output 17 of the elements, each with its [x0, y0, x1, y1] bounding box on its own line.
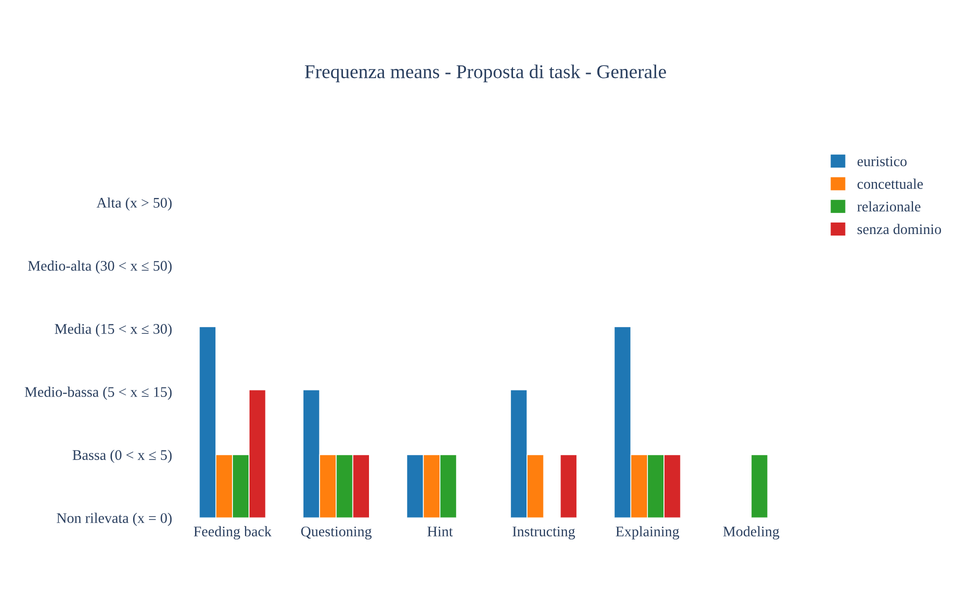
- text: Media (15 < x ≤ 30): [54, 324, 172, 337]
- chart-title: Frequenza means - Proposta di task - Generale: [304, 64, 666, 82]
- text: Bassa (0 < x ≤ 5): [72, 450, 172, 463]
- x-tick-label: Hint: [427, 526, 453, 536]
- x-tick-label: Instructing: [512, 526, 575, 540]
- legend-label: euristico: [858, 156, 907, 166]
- legend-label: relazionale: [857, 201, 920, 212]
- text: Alta (x > 50): [96, 197, 172, 211]
- x-tick-label: Explaining: [616, 526, 680, 540]
- x-tick-label: Feeding back: [194, 526, 272, 540]
- legend-label: concettuale: [858, 178, 923, 189]
- legend-label: senza dominio: [858, 224, 942, 234]
- text: Medio-bassa (5 < x ≤ 15): [24, 386, 172, 400]
- x-tick-label: Modeling: [723, 526, 780, 540]
- text: Medio-alta (30 < x ≤ 50): [28, 260, 172, 274]
- text: Non rilevata (x = 0): [56, 512, 172, 526]
- x-tick-label: Questioning: [301, 526, 372, 540]
